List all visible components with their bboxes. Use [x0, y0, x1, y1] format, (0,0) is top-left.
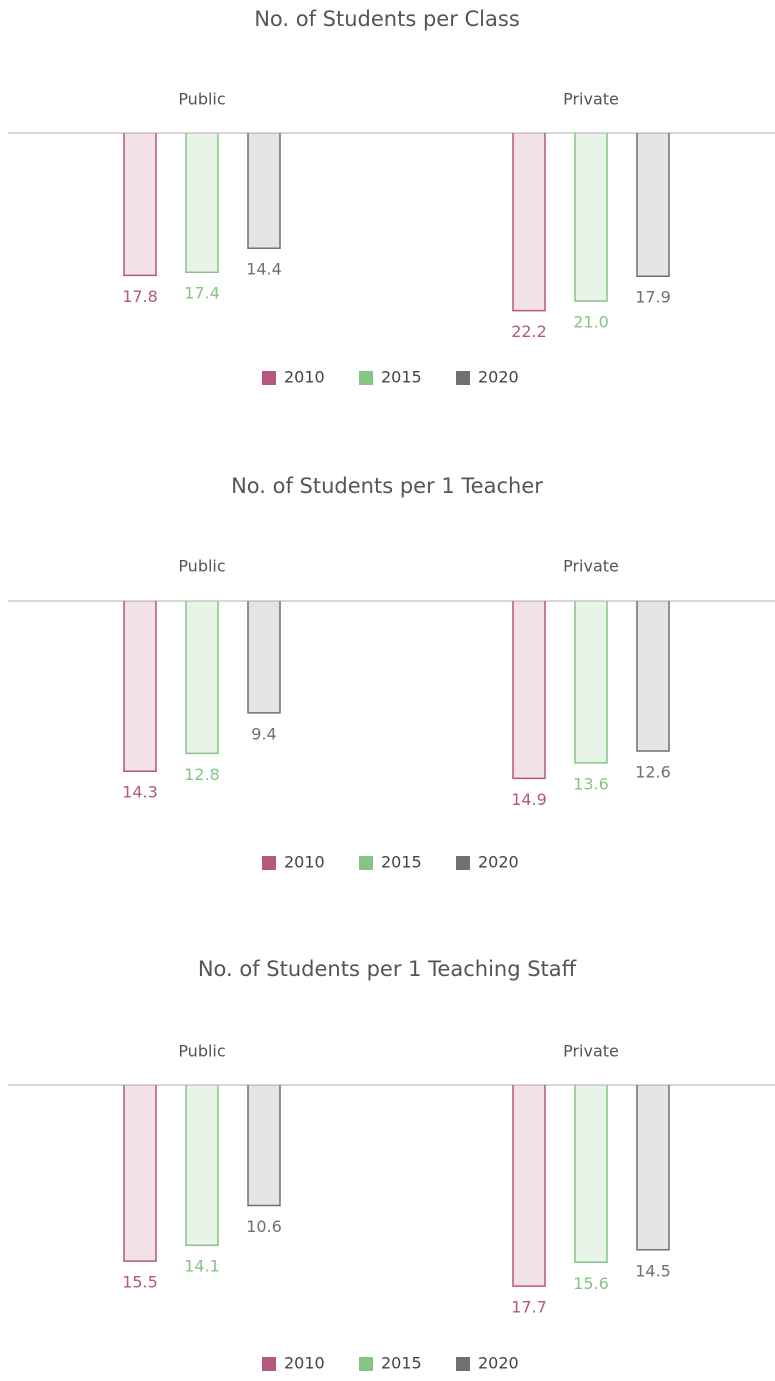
bar: [636, 601, 670, 752]
value-label: 14.5: [635, 1261, 671, 1280]
bar: [574, 601, 608, 764]
category-label: Public: [178, 90, 225, 109]
value-label: 21.0: [573, 313, 609, 332]
value-label: 14.4: [246, 260, 282, 279]
legend-swatch: [359, 856, 373, 870]
value-label: 17.9: [635, 288, 671, 307]
chart-title: No. of Students per 1 Teacher: [231, 474, 543, 498]
legend-label: 2020: [478, 368, 519, 387]
legend-swatch: [456, 371, 470, 385]
value-label: 22.2: [511, 322, 547, 341]
value-label: 15.5: [122, 1273, 158, 1292]
bar: [512, 133, 546, 312]
legend-swatch: [456, 1357, 470, 1371]
legend-label: 2010: [284, 368, 325, 387]
category-label: Public: [178, 1042, 225, 1061]
bar: [574, 133, 608, 302]
bar: [185, 601, 219, 755]
value-label: 9.4: [251, 724, 276, 743]
value-label: 14.9: [511, 790, 547, 809]
bar: [123, 133, 157, 277]
legend-label: 2015: [381, 853, 422, 872]
legend-label: 2010: [284, 853, 325, 872]
value-label: 12.6: [635, 763, 671, 782]
legend-label: 2020: [478, 1354, 519, 1373]
category-label: Private: [563, 1042, 619, 1061]
bar: [247, 1085, 281, 1207]
value-label: 14.1: [184, 1257, 220, 1276]
legend-swatch: [359, 1357, 373, 1371]
chart-title: No. of Students per Class: [254, 7, 520, 31]
category-label: Private: [563, 557, 619, 576]
value-label: 14.3: [122, 783, 158, 802]
legend-label: 2010: [284, 1354, 325, 1373]
bar: [123, 601, 157, 772]
category-label: Private: [563, 90, 619, 109]
legend-swatch: [262, 371, 276, 385]
legend-label: 2015: [381, 368, 422, 387]
legend-swatch: [262, 856, 276, 870]
chart-title: No. of Students per 1 Teaching Staff: [198, 957, 577, 981]
value-label: 17.8: [122, 287, 158, 306]
legend-label: 2020: [478, 853, 519, 872]
bar: [185, 133, 219, 273]
legend-swatch: [262, 1357, 276, 1371]
value-label: 15.6: [573, 1274, 609, 1293]
bar: [636, 1085, 670, 1251]
bar: [185, 1085, 219, 1246]
bar: [247, 133, 281, 249]
legend-swatch: [456, 856, 470, 870]
bar: [574, 1085, 608, 1264]
value-label: 17.4: [184, 284, 220, 303]
legend-swatch: [359, 371, 373, 385]
value-label: 13.6: [573, 774, 609, 793]
value-label: 17.7: [511, 1298, 547, 1317]
bar: [512, 1085, 546, 1287]
bar: [247, 601, 281, 714]
value-label: 10.6: [246, 1217, 282, 1236]
bar: [123, 1085, 157, 1262]
bar: [636, 133, 670, 277]
legend-label: 2015: [381, 1354, 422, 1373]
bar: [512, 601, 546, 780]
value-label: 12.8: [184, 765, 220, 784]
category-label: Public: [178, 557, 225, 576]
